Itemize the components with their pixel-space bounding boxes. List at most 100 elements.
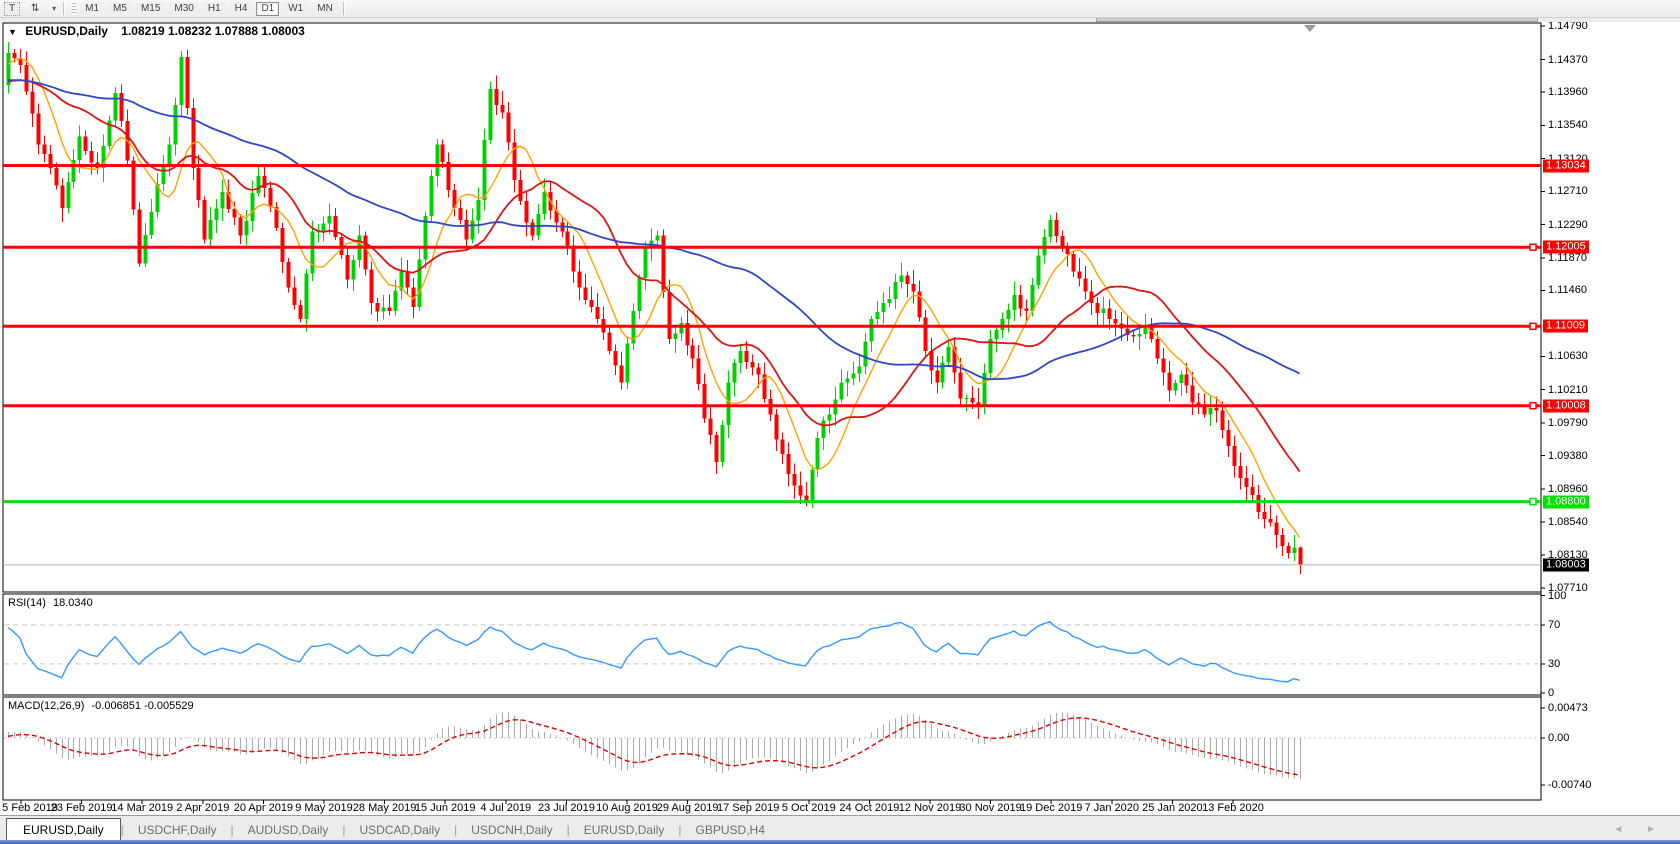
date-axis-label: 19 Dec 2019 [1019,802,1083,814]
chart-tab-3-usdcad-daily[interactable]: USDCAD,Daily [359,823,441,837]
toolbar-separator [342,2,345,15]
rsi-name: RSI(14) [8,597,46,609]
timeframe-button-group: M1 M5 M15 M30 H1 H4 D1 W1 MN [80,1,338,16]
level-price-chip: 1.13034 [1543,159,1589,173]
rsi-label: RSI(14) 18.0340 [8,597,93,609]
ohlc-readout: 1.08219 1.08232 1.07888 1.08003 [121,24,305,38]
price-axis-label: 1.14370 [1548,53,1588,66]
date-axis-label: 4 Jul 2019 [480,802,532,814]
price-axis-label: 1.14790 [1548,20,1588,33]
timeframe-button-m5[interactable]: M5 [108,1,132,16]
price-axis-label: 1.11460 [1548,284,1587,297]
timeframe-button-m1[interactable]: M1 [80,1,105,16]
hline-handle[interactable] [1529,497,1537,506]
date-axis-label: 15 Jun 2019 [414,802,476,814]
date-axis-label: 2 Apr 2019 [176,802,230,814]
chart-tab-2-audusd-daily[interactable]: AUDUSD,Daily [247,823,329,837]
macd-panel-border [2,696,1542,801]
price-axis-label: 1.07710 [1548,582,1588,595]
date-axis-label: 5 Oct 2019 [781,802,836,814]
toolbar-separator [63,2,66,15]
timeframe-button-h4[interactable]: H4 [229,1,253,16]
price-axis-label: 1.12290 [1548,218,1588,231]
price-axis-label: 1.13540 [1548,119,1588,132]
price-axis-label: 1.11870 [1548,251,1587,264]
current-price-chip: 1.08003 [1543,558,1589,572]
timeframe-button-m15[interactable]: M15 [135,1,166,16]
crosshair-tool-icon[interactable]: ⇅ [30,3,40,14]
chart-tab-5-eurusd-daily[interactable]: EURUSD,Daily [583,823,665,837]
date-axis-label: 24 Oct 2019 [839,802,900,814]
date-axis-label: 29 Aug 2019 [656,802,719,814]
price-axis-label: 1.13960 [1548,86,1588,99]
hline-handle[interactable] [1529,243,1537,251]
chart-tab-bar: EURUSD,Daily | USDCHF,Daily | AUDUSD,Daily | U… [0,815,1680,842]
tab-scroll-left-icon[interactable]: ◄ [1613,824,1634,835]
toolbar: T ⇅ ▾ M1 M5 M15 M30 H1 H4 D1 W1 MN [0,0,1680,18]
date-axis-label: 13 Feb 2020 [1202,802,1264,814]
macd-signal-line [7,717,1300,776]
date-axis-label: 7 Jan 2020 [1084,802,1140,814]
date-axis-label: 9 May 2019 [295,802,353,814]
timeframe-button-h1[interactable]: H1 [202,1,226,16]
main-panel-border [2,22,1542,593]
macd-axis-label: 0.00473 [1548,702,1588,714]
macd-values: -0.006851 -0.005529 [91,700,194,712]
macd-histogram [8,712,1301,780]
ma-8-line [7,57,1301,538]
price-axis-label: 1.10630 [1548,350,1588,363]
macd-name: MACD(12,26,9) [8,700,85,712]
date-axis-label: 10 Aug 2019 [596,802,658,814]
price-axis-label: 1.10210 [1548,383,1588,396]
ma-21-line [7,79,1301,473]
chart-shift-marker[interactable] [1304,25,1316,32]
symbol-period-label: EURUSD,Daily [25,24,108,38]
text-tool-button[interactable]: T [4,1,21,16]
chart-tab-0-eurusd-daily[interactable]: EURUSD,Daily [6,818,121,842]
date-axis-label: 14 Mar 2019 [111,802,174,814]
timeframe-button-w1[interactable]: W1 [283,1,309,16]
rsi-axis-label: 30 [1548,657,1561,670]
chevron-down-icon[interactable]: ▼ [8,27,17,37]
rsi-line [7,620,1300,683]
level-price-chip: 1.08800 [1543,495,1589,509]
toolbar-grip[interactable] [72,2,77,15]
tab-separator: | [120,823,124,837]
level-price-chip: 1.10008 [1543,399,1589,413]
hline-handle[interactable] [1529,322,1537,331]
timeframe-button-d1[interactable]: D1 [256,1,280,16]
price-axis-label: 1.09790 [1548,417,1588,430]
timeframe-button-m30[interactable]: M30 [169,1,199,16]
macd-axis-label: -0.00740 [1548,778,1592,791]
date-axis-label: 23 Jul 2019 [537,802,595,814]
tab-separator: | [454,823,458,837]
chart-tab-6-gbpusd-h4[interactable]: GBPUSD,H4 [695,823,765,837]
hline-handle[interactable] [1529,401,1537,410]
price-axis-label: 1.08130 [1548,548,1588,561]
level-price-chip: 1.11009 [1543,319,1588,333]
date-axis-label: 25 Jan 2020 [1142,802,1203,814]
price-axis-label: 1.12710 [1548,185,1588,198]
price-axis-label: 1.08540 [1548,516,1588,529]
rsi-axis-label: 70 [1548,618,1561,631]
tab-separator: | [678,823,682,837]
rsi-axis-label: 0 [1548,687,1555,700]
date-axis-label: 30 Nov 2019 [959,802,1022,814]
candles-layer [6,42,1303,574]
tab-scroll-right-icon[interactable]: ► [1646,824,1666,835]
timeframe-button-mn[interactable]: MN [312,1,338,16]
window-bottom-edge [0,840,1680,844]
date-axis-label: 5 Feb 2019 [2,802,58,814]
date-axis-label: 28 May 2019 [352,802,417,814]
date-axis-label: 12 Nov 2019 [898,802,962,814]
chevron-down-icon[interactable]: ▾ [52,4,57,13]
chart-tab-1-usdchf-daily[interactable]: USDCHF,Daily [137,823,217,837]
chart-tab-4-usdcnh-daily[interactable]: USDCNH,Daily [471,823,553,837]
macd-axis-label: 0.00 [1548,732,1570,744]
tab-scroll-arrows[interactable]: ◄ ► [1613,824,1666,835]
ma-55-line [7,79,1300,381]
date-axis-label: 17 Sep 2019 [716,802,780,814]
tab-separator: | [230,823,234,837]
